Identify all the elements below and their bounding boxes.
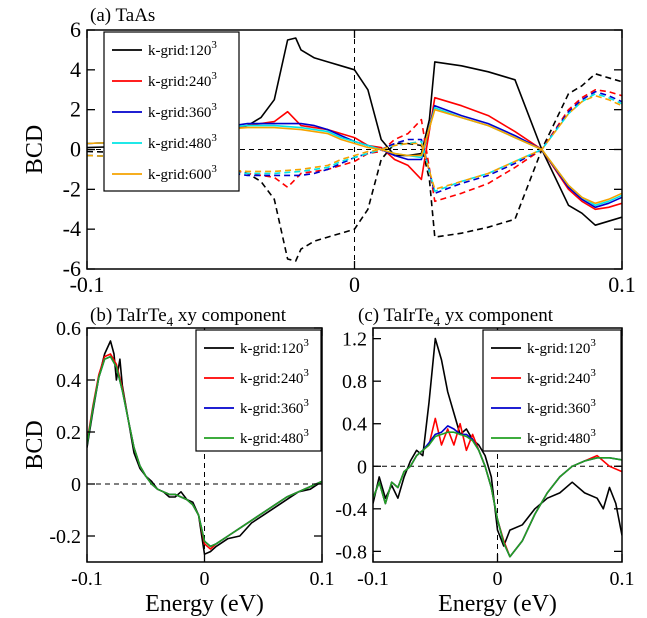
y-tick-label: 0 xyxy=(357,456,367,478)
legend-entry-name: k-grid:360 xyxy=(148,105,211,121)
y-tick-label: 4 xyxy=(70,57,81,82)
legend-entry-name: k-grid:480 xyxy=(240,431,303,447)
y-tick-label: -4 xyxy=(63,216,81,241)
panel-b: -0.1 0 0.1 -0.2 0 0.2 0.4 0.6 (b) TaIrTe4 xy com… xyxy=(22,305,335,617)
y-tick-label: 0 xyxy=(71,474,81,496)
y-tick-label: 0 xyxy=(70,137,81,162)
x-tick-label: 0.1 xyxy=(310,568,335,590)
legend-entry-name: k-grid:240 xyxy=(527,371,590,387)
legend-entry-sup: 3 xyxy=(303,397,309,409)
legend-entry-name: k-grid:600 xyxy=(148,167,211,183)
x-tick-label: 0 xyxy=(349,272,360,297)
panel-title-main: (b) TaIrTe xyxy=(90,305,167,326)
legend-entry-name: k-grid:360 xyxy=(240,401,303,417)
legend-entry-sup: 3 xyxy=(590,367,596,379)
series-line-5 xyxy=(87,90,622,195)
y-tick-label: -0.4 xyxy=(335,499,367,521)
panel-title: (c) TaIrTe4 yx component xyxy=(358,305,554,329)
legend-entry-name: k-grid:240 xyxy=(148,74,211,90)
legend-entry: k-grid:1203 xyxy=(148,39,217,59)
x-axis-title: Energy (eV) xyxy=(145,591,264,617)
y-tick-label: -6 xyxy=(63,256,81,281)
y-tick-label: 0.6 xyxy=(56,318,81,340)
panel-title: (b) TaIrTe4 xy component xyxy=(90,305,287,329)
panel-title-sub: 4 xyxy=(167,314,174,329)
panel-title-rest: xy component xyxy=(173,305,287,326)
panel-title-main: (a) TaAs xyxy=(90,5,155,26)
legend-entry-name: k-grid:120 xyxy=(527,341,590,357)
y-tick-label: 0.8 xyxy=(342,371,367,393)
x-tick-label: -0.1 xyxy=(71,568,103,590)
x-axis-title: Energy (eV) xyxy=(438,591,557,617)
legend-entry-sup: 3 xyxy=(590,337,596,349)
legend-entry: k-grid:2403 xyxy=(527,367,596,387)
legend-entry-name: k-grid:480 xyxy=(527,431,590,447)
legend-entry-sup: 3 xyxy=(590,397,596,409)
panel-title-rest: yx component xyxy=(440,305,554,326)
y-tick-label: -0.8 xyxy=(335,541,367,563)
legend-entry: k-grid:3603 xyxy=(240,397,309,417)
legend-entry: k-grid:2403 xyxy=(240,367,309,387)
series-line-0 xyxy=(87,340,322,556)
series-line-3 xyxy=(373,431,622,558)
legend-entry-sup: 3 xyxy=(303,427,309,439)
series-group xyxy=(373,337,622,558)
x-tick-label: -0.1 xyxy=(70,272,105,297)
panel-title-sub: 4 xyxy=(434,314,441,329)
x-tick-label: -0.1 xyxy=(357,568,389,590)
legend-entry-name: k-grid:240 xyxy=(240,371,303,387)
legend-entry-sup: 3 xyxy=(211,132,217,144)
y-tick-label: 2 xyxy=(70,97,81,122)
x-tick-label: 0.1 xyxy=(610,568,635,590)
legend-entry-sup: 3 xyxy=(303,367,309,379)
legend-entry: k-grid:1203 xyxy=(527,337,596,357)
legend-entry-sup: 3 xyxy=(211,39,217,51)
legend-entry: k-grid:6003 xyxy=(148,163,217,183)
legend-box xyxy=(482,329,622,452)
y-tick-label: 0.4 xyxy=(342,414,367,436)
x-tick-label: 0 xyxy=(493,568,503,590)
legend-entry-sup: 3 xyxy=(303,337,309,349)
legend-entry: k-grid:3603 xyxy=(527,397,596,417)
legend-entry-name: k-grid:360 xyxy=(527,401,590,417)
y-tick-label: -0.2 xyxy=(49,526,81,548)
legend-entry-sup: 3 xyxy=(211,163,217,175)
y-tick-label: 0.2 xyxy=(56,422,81,444)
legend-entry: k-grid:3603 xyxy=(148,101,217,121)
legend-entry-sup: 3 xyxy=(211,101,217,113)
y-tick-label: 1.2 xyxy=(342,329,367,351)
series-line-1 xyxy=(87,73,622,262)
y-tick-label: 6 xyxy=(70,17,81,42)
legend-entry-sup: 3 xyxy=(211,70,217,82)
y-tick-label: -2 xyxy=(63,176,81,201)
panel-title: (a) TaAs xyxy=(90,5,155,26)
series-line-3 xyxy=(87,355,322,548)
x-tick-label: 0 xyxy=(200,568,210,590)
legend-entry-sup: 3 xyxy=(590,427,596,439)
series-group xyxy=(87,340,322,556)
panel-title-main: (c) TaIrTe xyxy=(358,305,434,326)
legend-box xyxy=(195,329,322,452)
series-line-0 xyxy=(87,37,622,226)
series-group xyxy=(87,37,622,262)
legend-entry: k-grid:4803 xyxy=(240,427,309,447)
legend-entry: k-grid:4803 xyxy=(527,427,596,447)
series-line-8 xyxy=(87,108,622,205)
panel-c: -0.1 0 0.1-0.8-0.400.40.81.2(c) TaIrTe4 yx… xyxy=(335,305,634,617)
y-axis-title: BCD xyxy=(22,125,48,174)
y-axis-title: BCD xyxy=(22,420,48,469)
y-tick-label: 0.4 xyxy=(56,370,81,392)
legend-box xyxy=(103,31,240,192)
legend-entry: k-grid:2403 xyxy=(148,70,217,90)
legend-entry: k-grid:4803 xyxy=(148,132,217,152)
legend-entry-name: k-grid:120 xyxy=(240,341,303,357)
legend-entry-name: k-grid:120 xyxy=(148,43,211,59)
legend-entry: k-grid:1203 xyxy=(240,337,309,357)
series-line-4 xyxy=(87,104,622,209)
series-line-9 xyxy=(87,94,622,191)
legend-entry-name: k-grid:480 xyxy=(148,136,211,152)
x-tick-label: 0.1 xyxy=(608,272,636,297)
